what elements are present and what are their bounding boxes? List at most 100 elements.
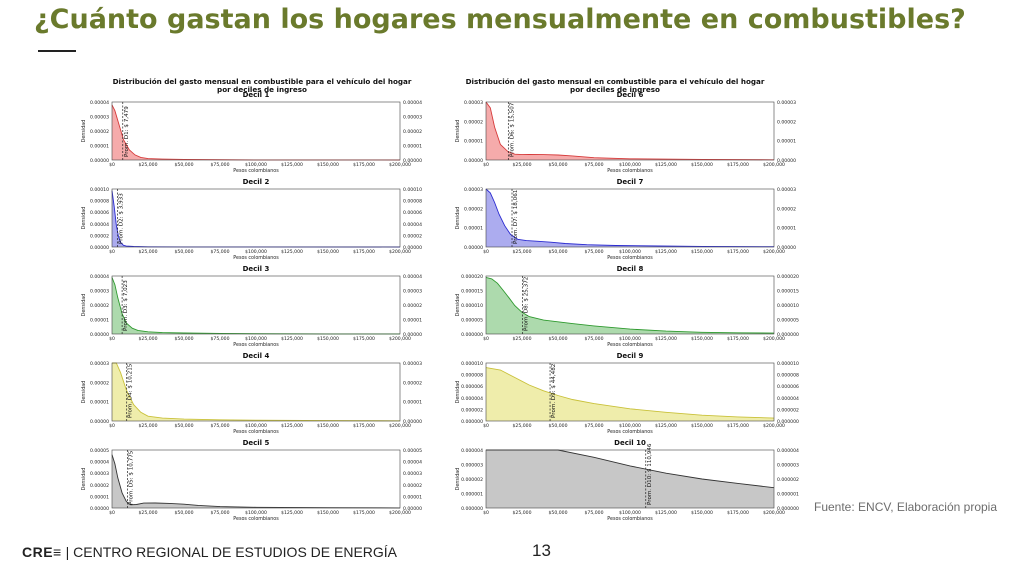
decil-10-ytick-right: 0.000004 [777, 448, 799, 454]
decil-1-ytick-left: 0.00004 [90, 100, 109, 106]
decil-10-xlabel: Pesos colombianos [607, 516, 653, 522]
decil-10-xtick: $175,000 [727, 510, 749, 516]
decil-3-xtick: $75,000 [211, 336, 230, 342]
decil-4-ytick-right: 0.00001 [403, 400, 422, 406]
decil-10-xtick: $125,000 [655, 510, 677, 516]
decil-8-xtick: $0 [483, 336, 489, 342]
decil-5-ytick-right: 0.00003 [403, 471, 422, 477]
decil-8-xtick: $50,000 [549, 336, 568, 342]
decil-3-ytick-right: 0.00004 [403, 274, 422, 280]
decil-2-xtick: $50,000 [175, 249, 194, 255]
decil-6-xtick: $125,000 [655, 162, 677, 168]
decil-5-xtick: $200,000 [389, 510, 411, 516]
decil-1-density-line [111, 104, 401, 161]
decil-1-xtick: $150,000 [317, 162, 339, 168]
decil-2-density-area [112, 190, 400, 247]
decil-7-density-line [485, 188, 775, 248]
decil-7-ytick-left: 0.00002 [464, 206, 483, 212]
decil-7-ytick-right: 0.00002 [777, 206, 796, 212]
decil-4-ytick-left: 0.00003 [90, 361, 109, 367]
decil-5-xtick: $175,000 [353, 510, 375, 516]
decil-8-xlabel: Pesos colombianos [607, 342, 653, 348]
decil-5-ytick-left: 0.00003 [90, 471, 109, 477]
decil-3-xtick: $25,000 [139, 336, 158, 342]
decil-5-xtick: $50,000 [175, 510, 194, 516]
decil-9-xtick: $100,000 [619, 423, 641, 429]
decil-10-ytick-left: 0.000000 [461, 506, 483, 512]
decil-4-ytick-left: 0.00000 [90, 419, 109, 425]
decil-2-ylabel: Densidad [81, 207, 87, 230]
decil-8-ytick-left: 0.000000 [461, 332, 483, 338]
decil-9-ytick-left: 0.000008 [461, 373, 483, 379]
decil-10-xtick: $200,000 [763, 510, 785, 516]
decil-9-xtick: $200,000 [763, 423, 785, 429]
decil-9-plot-frame [485, 362, 775, 422]
decil-2-xlabel: Pesos colombianos [233, 255, 279, 261]
decil-1-title: Decil 1 [243, 91, 270, 99]
decil-8-ytick-left: 0.000015 [461, 289, 483, 295]
decil-5-xlabel: Pesos colombianos [233, 516, 279, 522]
decil-7-ylabel: Densidad [455, 207, 461, 230]
decil-1-xtick: $0 [109, 162, 115, 168]
decil-5-xtick: $100,000 [245, 510, 267, 516]
decil-3-xlabel: Pesos colombianos [233, 342, 279, 348]
decil-5-density-line [111, 454, 401, 509]
decil-6-plot-frame [485, 101, 775, 161]
decil-7-density-area [486, 189, 774, 247]
decil-10-ytick-left: 0.000004 [461, 448, 483, 454]
decil-1-plot-frame [111, 101, 401, 161]
decil-2-xtick: $150,000 [317, 249, 339, 255]
decil-4-ytick-right: 0.00002 [403, 380, 422, 386]
decil-9-xtick: $175,000 [727, 423, 749, 429]
decil-1-ytick-right: 0.00003 [403, 115, 422, 121]
decil-9-ylabel: Densidad [455, 381, 461, 404]
decil-5-title: Decil 5 [243, 439, 270, 447]
decil-5-ytick-right: 0.00005 [403, 448, 422, 454]
decil-9-ytick-left: 0.000000 [461, 419, 483, 425]
decil-5-xtick: $75,000 [211, 510, 230, 516]
decil-4-density-line [112, 362, 401, 422]
decil-2-xtick: $175,000 [353, 249, 375, 255]
decil-8-ytick-left: 0.000010 [461, 303, 483, 309]
decil-9-ytick-left: 0.000004 [461, 396, 483, 402]
decil-1-xtick: $75,000 [211, 162, 230, 168]
decil-5-xtick: $125,000 [281, 510, 303, 516]
decil-1-ytick-right: 0.00000 [403, 158, 422, 164]
decil-1-ylabel: Densidad [81, 120, 87, 143]
decil-3-xtick: $150,000 [317, 336, 339, 342]
decil-6-xtick: $75,000 [585, 162, 604, 168]
decil-8-xtick: $200,000 [763, 336, 785, 342]
decil-9-xtick: $75,000 [585, 423, 604, 429]
decil-3-xtick: $200,000 [389, 336, 411, 342]
decil-2-xtick: $125,000 [281, 249, 303, 255]
decil-7-xtick: $175,000 [727, 249, 749, 255]
decil-6-xtick: $0 [483, 162, 489, 168]
decil-8-ytick-right: 0.000010 [777, 303, 799, 309]
decil-5-ytick-right: 0.00004 [403, 460, 422, 466]
decil-3-ytick-left: 0.00000 [90, 332, 109, 338]
decil-1-xlabel: Pesos colombianos [233, 168, 279, 174]
decil-6-ytick-left: 0.00000 [464, 158, 483, 164]
decil-6-ytick-left: 0.00001 [464, 139, 483, 145]
decil-5-density-area [112, 454, 400, 508]
decil-5-xtick: $25,000 [139, 510, 158, 516]
decil-3-ytick-left: 0.00004 [90, 274, 109, 280]
density-chart-grid: Distribución del gasto mensual en combus… [81, 77, 799, 522]
decil-7-xtick: $125,000 [655, 249, 677, 255]
chart-title: Distribución del gasto mensual en combus… [113, 77, 412, 86]
decil-8-xtick: $125,000 [655, 336, 677, 342]
decil-8-ytick-right: 0.000015 [777, 289, 799, 295]
decil-5-mean-label: Prom. D5: $ 10,775 [129, 450, 135, 505]
decil-2-ytick-left: 0.00008 [90, 199, 109, 205]
decil-8-density-line [485, 276, 775, 334]
decil-9-mean-label: Prom. D9: $ 44,482 [551, 364, 557, 418]
decil-3-ytick-right: 0.00002 [403, 303, 422, 309]
decil-8-xtick: $175,000 [727, 336, 749, 342]
decil-7-xtick: $100,000 [619, 249, 641, 255]
chart-title: Distribución del gasto mensual en combus… [466, 77, 765, 86]
decil-6-xtick: $25,000 [513, 162, 532, 168]
decil-10-xtick: $100,000 [619, 510, 641, 516]
decil-4-xtick: $175,000 [353, 423, 375, 429]
decil-9-density-line [485, 367, 775, 419]
decil-8-mean-label: Prom. D8: $ 25,372 [524, 277, 530, 331]
